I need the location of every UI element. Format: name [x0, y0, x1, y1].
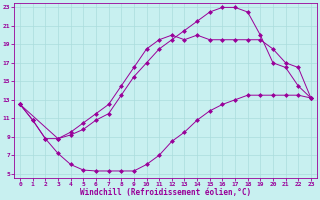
X-axis label: Windchill (Refroidissement éolien,°C): Windchill (Refroidissement éolien,°C) [80, 188, 251, 197]
